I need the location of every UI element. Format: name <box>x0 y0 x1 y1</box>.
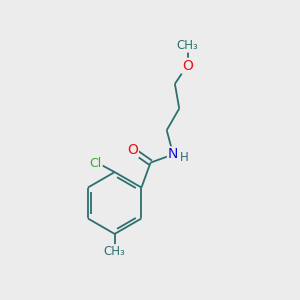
Text: Cl: Cl <box>89 157 102 170</box>
Text: O: O <box>182 59 193 73</box>
Text: O: O <box>127 143 138 157</box>
Text: CH₃: CH₃ <box>177 39 198 52</box>
Text: CH₃: CH₃ <box>104 245 125 258</box>
Text: N: N <box>168 147 178 161</box>
Text: H: H <box>180 152 189 164</box>
